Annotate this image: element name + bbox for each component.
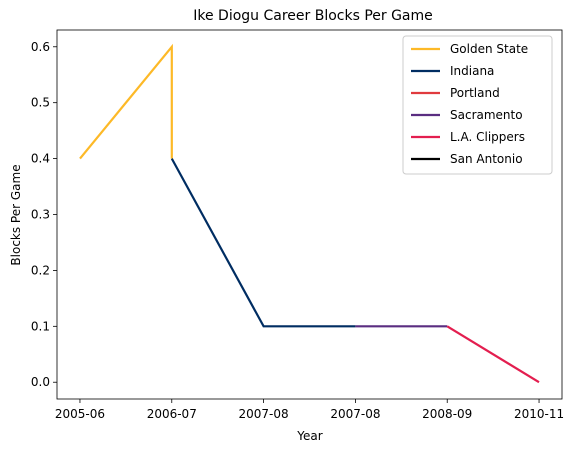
y-tick-label: 0.5 <box>31 96 50 110</box>
y-tick-label: 0.1 <box>31 319 50 333</box>
legend-entry-label: Indiana <box>450 64 494 78</box>
y-axis-title: Blocks Per Game <box>9 164 23 265</box>
chart-title: Ike Diogu Career Blocks Per Game <box>193 8 433 24</box>
legend: Golden State Indiana Portland Sacramento L.A… <box>403 36 552 174</box>
series-line-golden-state <box>80 47 172 159</box>
x-tick-label: 2010-11 <box>514 407 564 421</box>
x-axis-title: Year <box>296 429 322 443</box>
y-tick-label: 0.6 <box>31 40 50 54</box>
x-tick-label: 2008-09 <box>422 407 472 421</box>
y-tick-label: 0.4 <box>31 152 50 166</box>
legend-entry-label: San Antonio <box>450 152 523 166</box>
legend-entry-label: Golden State <box>450 42 528 56</box>
x-tick-label: 2007-08 <box>330 407 380 421</box>
x-tick-label: 2005-06 <box>55 407 105 421</box>
x-tick-label: 2007-08 <box>239 407 289 421</box>
legend-entry-label: L.A. Clippers <box>450 130 525 144</box>
x-tick-label: 2006-07 <box>147 407 197 421</box>
series-line-indiana <box>172 159 356 327</box>
legend-entry-label: Portland <box>450 86 500 100</box>
y-tick-label: 0.2 <box>31 263 50 277</box>
series-line-l-a-clippers <box>447 326 539 382</box>
y-tick-label: 0.3 <box>31 208 50 222</box>
y-tick-label: 0.0 <box>31 375 50 389</box>
legend-entry-label: Sacramento <box>450 108 523 122</box>
